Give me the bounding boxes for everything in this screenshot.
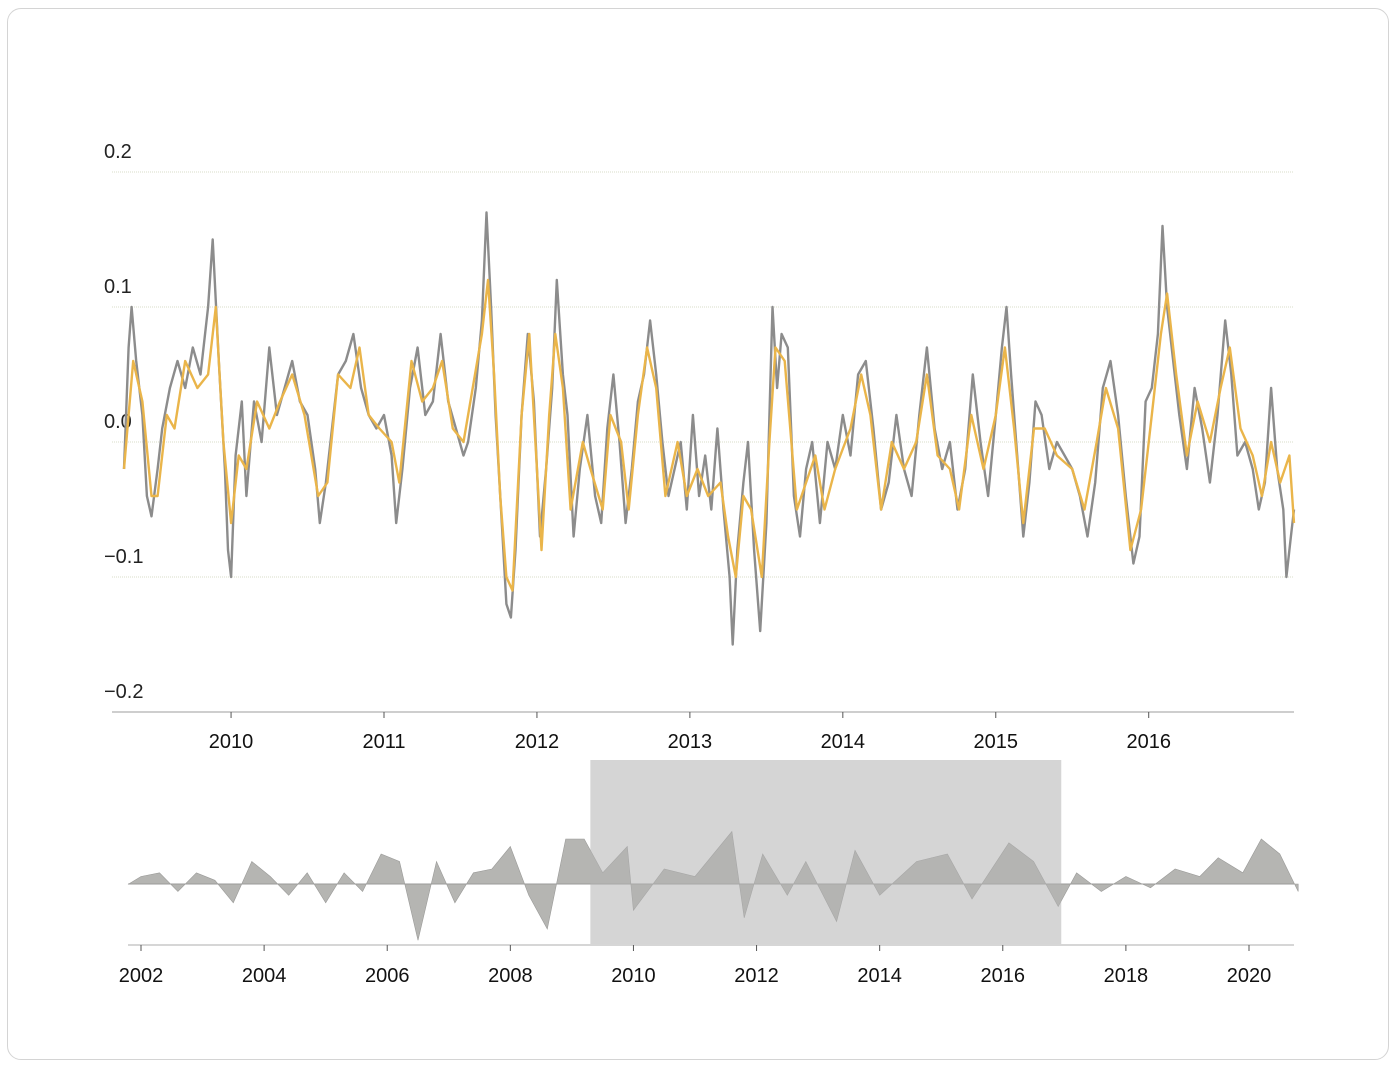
navigator-x-tick-label: 2020 [1227, 965, 1272, 987]
main-chart-series [122, 211, 1296, 646]
main-x-tick-label: 2010 [209, 731, 254, 753]
navigator-x-tick-label: 2002 [119, 965, 164, 987]
navigator-x-tick-label: 2004 [242, 965, 287, 987]
navigator-x-tick-label: 2008 [488, 965, 533, 987]
navigator-x-tick-label: 2018 [1104, 965, 1149, 987]
main-y-tick-label: −0.2 [104, 681, 143, 703]
main-x-tick-label: 2015 [974, 731, 1019, 753]
main-x-tick-label: 2011 [362, 731, 405, 753]
navigator-x-tick-label: 2006 [365, 965, 410, 987]
navigator-x-tick-label: 2010 [611, 965, 656, 987]
navigator-x-tick-label: 2014 [857, 965, 902, 987]
navigator-brush-selection[interactable] [590, 760, 1062, 944]
main-series-line-2 [122, 278, 1296, 592]
main-y-tick-label: 0.1 [104, 276, 132, 298]
main-x-tick-label: 2013 [668, 731, 713, 753]
main-y-tick-label: 0.2 [104, 141, 132, 163]
navigator-x-tick-label: 2012 [734, 965, 779, 987]
main-x-tick-label: 2014 [821, 731, 866, 753]
main-y-tick-label: −0.1 [104, 546, 143, 568]
main-chart-x-axis: 2010 2011 2012 2013 2014 2015 2016 [209, 712, 1171, 753]
navigator-x-axis: 2002 2004 2006 2008 2010 2012 2014 2016 2018 2020 [119, 945, 1272, 987]
main-x-tick-label: 2016 [1126, 731, 1171, 753]
main-x-tick-label: 2012 [515, 731, 560, 753]
main-chart-y-axis: 0.20.10.0−0.1−0.2 [104, 141, 143, 703]
navigator-x-tick-label: 2016 [981, 965, 1026, 987]
